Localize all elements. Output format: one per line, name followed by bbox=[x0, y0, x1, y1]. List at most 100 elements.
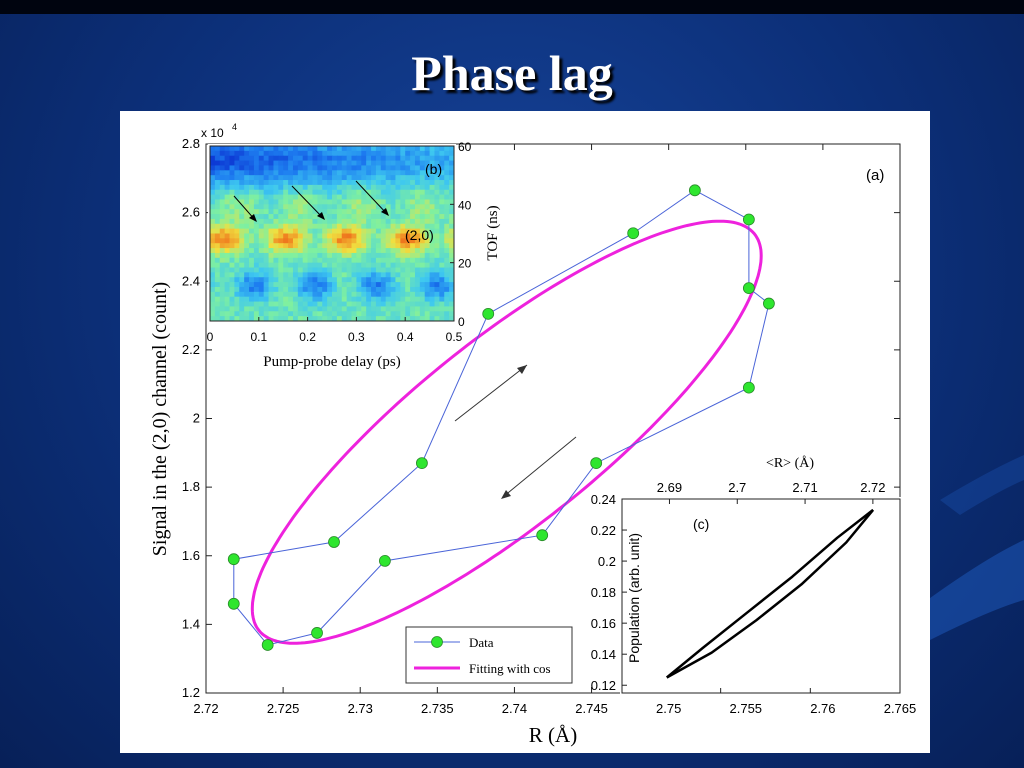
heatmap-cell bbox=[268, 286, 275, 293]
heatmap-cell bbox=[410, 218, 416, 225]
heatmap-cell bbox=[361, 233, 367, 239]
heatmap-cell bbox=[351, 277, 357, 283]
heatmap-cell bbox=[322, 262, 328, 269]
heatmap-cell bbox=[424, 286, 431, 293]
heatmap-cell bbox=[219, 262, 226, 269]
heatmap-cell bbox=[419, 296, 426, 303]
heatmap-cell bbox=[219, 180, 226, 186]
heatmap-cell bbox=[449, 272, 454, 278]
heatmap-cell bbox=[263, 238, 270, 244]
heatmap-cell bbox=[356, 262, 362, 269]
heatmap-cell bbox=[380, 214, 387, 220]
heatmap-cell bbox=[375, 238, 382, 244]
heatmap-cell bbox=[385, 272, 392, 278]
heatmap-cell bbox=[317, 146, 323, 152]
panel-b-x-tick-label: 0.2 bbox=[299, 330, 316, 344]
heatmap-cell bbox=[268, 150, 275, 157]
heatmap-cell bbox=[439, 204, 445, 210]
heatmap-cell bbox=[322, 282, 328, 288]
heatmap-cell bbox=[327, 286, 333, 293]
panel-c-y-tick-label: 0.16 bbox=[591, 616, 616, 631]
heatmap-cell bbox=[444, 238, 450, 244]
heatmap-cell bbox=[210, 189, 216, 196]
heatmap-cell bbox=[390, 296, 397, 303]
heatmap-cell bbox=[258, 233, 265, 239]
heatmap-cell bbox=[444, 180, 450, 186]
heatmap-cell bbox=[302, 291, 309, 298]
heatmap-cell bbox=[219, 160, 226, 167]
heatmap-cell bbox=[356, 170, 362, 176]
heatmap-cell bbox=[278, 286, 284, 293]
heatmap-cell bbox=[292, 150, 299, 157]
heatmap-cell bbox=[219, 277, 226, 283]
heatmap-cell bbox=[253, 301, 260, 308]
heatmap-cell bbox=[414, 248, 421, 254]
heatmap-cell bbox=[249, 267, 255, 273]
heatmap-cell bbox=[380, 306, 387, 312]
heatmap-cell bbox=[263, 180, 270, 186]
heatmap-cell bbox=[429, 218, 436, 225]
heatmap-cell bbox=[332, 228, 338, 235]
heatmap-cell bbox=[351, 238, 357, 244]
heatmap-cell bbox=[371, 228, 377, 235]
heatmap-cell bbox=[366, 184, 372, 191]
heatmap-cell bbox=[410, 146, 416, 152]
heatmap-cell bbox=[268, 262, 275, 269]
heatmap-cell bbox=[341, 306, 348, 312]
heatmap-cell bbox=[268, 184, 275, 191]
heatmap-cell bbox=[244, 170, 250, 176]
heatmap-cell bbox=[385, 223, 392, 230]
panel-b-x-tick-label: 0.5 bbox=[446, 330, 463, 344]
heatmap-cell bbox=[439, 301, 445, 308]
heatmap-cell bbox=[258, 257, 265, 264]
heatmap-cell bbox=[395, 286, 401, 293]
heatmap-cell bbox=[258, 204, 265, 210]
heatmap-cell bbox=[341, 194, 348, 201]
panel-a-y-multiplier: x 10 bbox=[201, 126, 224, 140]
heatmap-cell bbox=[249, 146, 255, 152]
heatmap-cell bbox=[307, 311, 314, 317]
heatmap-cell bbox=[219, 316, 226, 321]
heatmap-cell bbox=[210, 277, 216, 283]
heatmap-cell bbox=[410, 209, 416, 215]
heatmap-cell bbox=[283, 175, 289, 181]
heatmap-cell bbox=[229, 301, 235, 308]
heatmap-cell bbox=[429, 165, 436, 171]
heatmap-cell bbox=[234, 291, 240, 298]
heatmap-cell bbox=[273, 243, 279, 249]
heatmap-cell bbox=[263, 165, 270, 171]
panel-c-frame bbox=[621, 498, 901, 694]
heatmap-cell bbox=[439, 165, 445, 171]
heatmap-cell bbox=[434, 233, 440, 239]
heatmap-cell bbox=[434, 291, 440, 298]
heatmap-cell bbox=[351, 150, 357, 157]
heatmap-cell bbox=[224, 194, 231, 201]
heatmap-cell bbox=[385, 150, 392, 157]
heatmap-cell bbox=[429, 238, 436, 244]
heatmap-cell bbox=[312, 170, 318, 176]
heatmap-cell bbox=[371, 306, 377, 312]
heatmap-cell bbox=[307, 262, 314, 269]
heatmap-cell bbox=[292, 243, 299, 249]
heatmap-cell bbox=[283, 316, 289, 321]
heatmap-cell bbox=[380, 165, 387, 171]
heatmap-cell bbox=[322, 252, 328, 259]
heatmap-cell bbox=[322, 233, 328, 239]
heatmap-cell bbox=[244, 311, 250, 317]
heatmap-cell bbox=[429, 296, 436, 303]
heatmap-cell bbox=[356, 160, 362, 167]
heatmap-cell bbox=[302, 252, 309, 259]
heatmap-cell bbox=[371, 296, 377, 303]
heatmap-cell bbox=[414, 165, 421, 171]
heatmap-cell bbox=[317, 155, 323, 162]
heatmap-cell bbox=[395, 262, 401, 269]
panel-c-y-tick-label: 0.24 bbox=[591, 492, 616, 507]
heatmap-cell bbox=[219, 170, 226, 176]
heatmap-cell bbox=[439, 180, 445, 186]
heatmap-cell bbox=[249, 218, 255, 225]
heatmap-cell bbox=[395, 252, 401, 259]
heatmap-cell bbox=[214, 180, 221, 186]
heatmap-cell bbox=[429, 301, 436, 308]
